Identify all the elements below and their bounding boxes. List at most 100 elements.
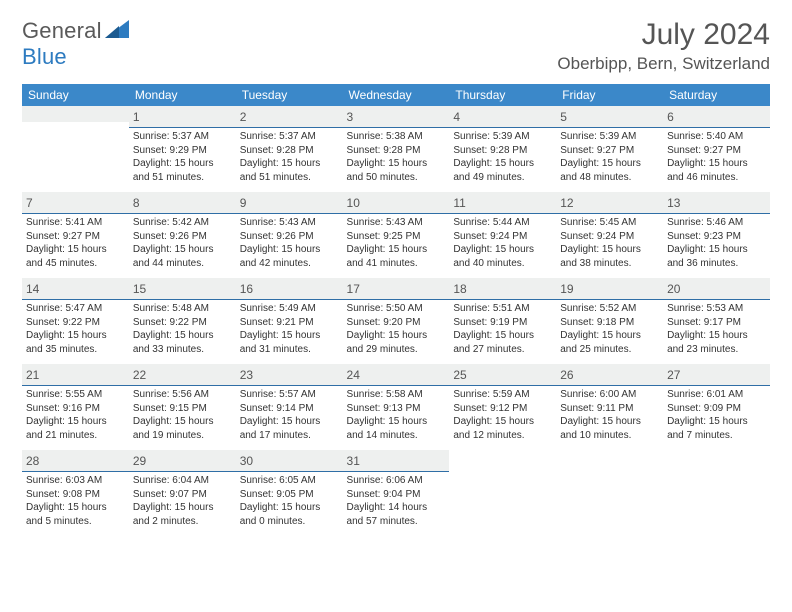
day-number-row: 1 — [129, 106, 236, 128]
day-info: Sunrise: 5:44 AMSunset: 9:24 PMDaylight:… — [449, 214, 556, 272]
day-number: 14 — [26, 282, 39, 296]
day-info: Sunrise: 5:49 AMSunset: 9:21 PMDaylight:… — [236, 300, 343, 358]
daylight-line: Daylight: 15 hours and 42 minutes. — [240, 243, 339, 270]
sunset-line: Sunset: 9:27 PM — [667, 144, 766, 158]
sunset-line: Sunset: 9:11 PM — [560, 402, 659, 416]
sunset-line: Sunset: 9:27 PM — [560, 144, 659, 158]
calendar-table: SundayMondayTuesdayWednesdayThursdayFrid… — [22, 84, 770, 536]
day-info: Sunrise: 5:48 AMSunset: 9:22 PMDaylight:… — [129, 300, 236, 358]
sunrise-line: Sunrise: 5:49 AM — [240, 302, 339, 316]
day-info: Sunrise: 5:40 AMSunset: 9:27 PMDaylight:… — [663, 128, 770, 186]
daylight-line: Daylight: 15 hours and 38 minutes. — [560, 243, 659, 270]
day-number: 2 — [240, 110, 247, 124]
daylight-line: Daylight: 15 hours and 41 minutes. — [347, 243, 446, 270]
day-number: 31 — [347, 454, 360, 468]
brand-name-1: General — [22, 18, 102, 43]
daylight-line: Daylight: 15 hours and 29 minutes. — [347, 329, 446, 356]
day-number-row: 28 — [22, 450, 129, 472]
day-number-row: 3 — [343, 106, 450, 128]
calendar-day-cell: 5Sunrise: 5:39 AMSunset: 9:27 PMDaylight… — [556, 106, 663, 192]
day-number: 20 — [667, 282, 680, 296]
day-info: Sunrise: 5:53 AMSunset: 9:17 PMDaylight:… — [663, 300, 770, 358]
day-number: 5 — [560, 110, 567, 124]
day-number-row: 20 — [663, 278, 770, 300]
calendar-empty-cell — [449, 450, 556, 536]
daylight-line: Daylight: 15 hours and 19 minutes. — [133, 415, 232, 442]
day-number-row: 21 — [22, 364, 129, 386]
calendar-day-cell: 24Sunrise: 5:58 AMSunset: 9:13 PMDayligh… — [343, 364, 450, 450]
sunset-line: Sunset: 9:09 PM — [667, 402, 766, 416]
day-info: Sunrise: 5:39 AMSunset: 9:28 PMDaylight:… — [449, 128, 556, 186]
brand-triangle-icon — [105, 20, 129, 38]
sunrise-line: Sunrise: 5:50 AM — [347, 302, 446, 316]
daylight-line: Daylight: 15 hours and 23 minutes. — [667, 329, 766, 356]
sunset-line: Sunset: 9:27 PM — [26, 230, 125, 244]
calendar-day-cell: 29Sunrise: 6:04 AMSunset: 9:07 PMDayligh… — [129, 450, 236, 536]
day-info: Sunrise: 6:03 AMSunset: 9:08 PMDaylight:… — [22, 472, 129, 530]
day-number-row: 15 — [129, 278, 236, 300]
daylight-line: Daylight: 15 hours and 27 minutes. — [453, 329, 552, 356]
day-number-row: 30 — [236, 450, 343, 472]
day-number: 7 — [26, 196, 33, 210]
sunset-line: Sunset: 9:12 PM — [453, 402, 552, 416]
calendar-day-cell: 16 Sunrise: 5:49 AMSunset: 9:21 PMDayligh… — [236, 278, 343, 364]
day-number-row: 27 — [663, 364, 770, 386]
calendar-day-cell: 11Sunrise: 5:44 AMSunset: 9:24 PMDayligh… — [449, 192, 556, 278]
calendar-day-cell: 2Sunrise: 5:37 AMSunset: 9:28 PMDaylight… — [236, 106, 343, 192]
sunrise-line: Sunrise: 6:01 AM — [667, 388, 766, 402]
day-number: 16 — [240, 282, 253, 296]
sunrise-line: Sunrise: 5:37 AM — [133, 130, 232, 144]
calendar-day-cell: 23 Sunrise: 5:57 AMSunset: 9:14 PMDayligh… — [236, 364, 343, 450]
day-number: 13 — [667, 196, 680, 210]
day-number: 28 — [26, 454, 39, 468]
day-number-row: 14 — [22, 278, 129, 300]
calendar-week-row: 7 Sunrise: 5:41 AMSunset: 9:27 PM Daylight… — [22, 192, 770, 278]
sunset-line: Sunset: 9:28 PM — [453, 144, 552, 158]
day-number: 22 — [133, 368, 146, 382]
day-number-row: 23 — [236, 364, 343, 386]
sunset-line: Sunset: 9:21 PM — [240, 316, 339, 330]
sunrise-line: Sunrise: 5:41 AM — [26, 216, 125, 230]
day-number-row: 16 — [236, 278, 343, 300]
calendar-day-cell: 8 Sunrise: 5:42 AMSunset: 9:26 PMDaylight… — [129, 192, 236, 278]
day-number-row: 11 — [449, 192, 556, 214]
sunset-line: Sunset: 9:17 PM — [667, 316, 766, 330]
day-number: 23 — [240, 368, 253, 382]
calendar-week-row: 21Sunrise: 5:55 AMSunset: 9:16 PMDayligh… — [22, 364, 770, 450]
daylight-line: Daylight: 15 hours and 48 minutes. — [560, 157, 659, 184]
calendar-day-cell: 25Sunrise: 5:59 AMSunset: 9:12 PMDayligh… — [449, 364, 556, 450]
sunrise-line: Sunrise: 5:46 AM — [667, 216, 766, 230]
calendar-day-cell: 1Sunrise: 5:37 AMSunset: 9:29 PMDaylight… — [129, 106, 236, 192]
day-number: 18 — [453, 282, 466, 296]
day-info: Sunrise: 5:57 AMSunset: 9:14 PMDaylight:… — [236, 386, 343, 444]
day-number: 21 — [26, 368, 39, 382]
daylight-line: Daylight: 15 hours and 35 minutes. — [26, 329, 125, 356]
day-number-row: 29 — [129, 450, 236, 472]
day-number: 19 — [560, 282, 573, 296]
sunset-line: Sunset: 9:26 PM — [133, 230, 232, 244]
sunrise-line: Sunrise: 5:43 AM — [240, 216, 339, 230]
sunset-line: Sunset: 9:04 PM — [347, 488, 446, 502]
day-info: Sunrise: 5:45 AMSunset: 9:24 PMDaylight:… — [556, 214, 663, 272]
weekday-header: Saturday — [663, 84, 770, 106]
calendar-body: 1Sunrise: 5:37 AMSunset: 9:29 PMDaylight… — [22, 106, 770, 536]
calendar-empty-cell — [663, 450, 770, 536]
sunrise-line: Sunrise: 5:42 AM — [133, 216, 232, 230]
weekday-header: Thursday — [449, 84, 556, 106]
calendar-day-cell: 9Sunrise: 5:43 AMSunset: 9:26 PMDaylight… — [236, 192, 343, 278]
day-number: 4 — [453, 110, 460, 124]
sunset-line: Sunset: 9:15 PM — [133, 402, 232, 416]
sunrise-line: Sunrise: 5:43 AM — [347, 216, 446, 230]
day-info: Sunrise: 5:46 AMSunset: 9:23 PMDaylight:… — [663, 214, 770, 272]
sunset-line: Sunset: 9:23 PM — [667, 230, 766, 244]
day-number-row: 5 — [556, 106, 663, 128]
daylight-line: Daylight: 15 hours and 44 minutes. — [133, 243, 232, 270]
sunset-line: Sunset: 9:05 PM — [240, 488, 339, 502]
sunrise-line: Sunrise: 5:39 AM — [453, 130, 552, 144]
calendar-week-row: 14Sunrise: 5:47 AMSunset: 9:22 PMDayligh… — [22, 278, 770, 364]
day-number-row: 8 — [129, 192, 236, 214]
calendar-day-cell: 26Sunrise: 6:00 AMSunset: 9:11 PMDayligh… — [556, 364, 663, 450]
sunset-line: Sunset: 9:14 PM — [240, 402, 339, 416]
weekday-header: Tuesday — [236, 84, 343, 106]
day-info: Sunrise: 5:51 AMSunset: 9:19 PMDaylight:… — [449, 300, 556, 358]
